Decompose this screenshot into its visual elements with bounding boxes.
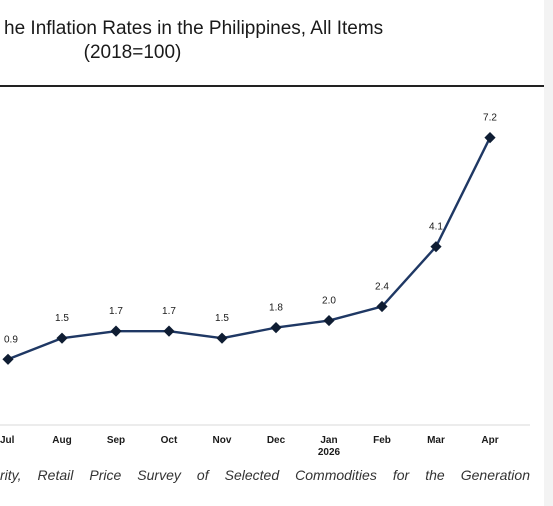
x-tick-label-5-line-0: Dec <box>267 435 286 446</box>
point-marker-7 <box>376 300 388 313</box>
tick-layer: Jul Aug Sep Oct Nov Dec Jan 2026 Feb Mar Apr <box>0 435 499 458</box>
data-label-3: 1.7 <box>162 306 176 317</box>
x-tick-label-8: Mar <box>427 435 445 446</box>
data-label-7: 2.4 <box>375 282 389 293</box>
data-label-2: 1.7 <box>109 306 123 317</box>
point-marker-5 <box>270 322 282 334</box>
point-marker-9 <box>484 131 496 144</box>
data-label-5: 1.8 <box>269 303 283 314</box>
x-tick-label-9: Apr <box>481 435 498 446</box>
point-marker-0 <box>2 353 14 365</box>
x-tick-label-4: Nov <box>213 435 232 446</box>
x-tick-label-2-line-0: Sep <box>107 435 125 446</box>
x-tick-label-9-line-0: Apr <box>481 435 498 446</box>
data-label-4: 1.5 <box>215 313 229 324</box>
chart-frame <box>0 85 553 506</box>
x-tick-label-0: Jul <box>0 435 15 446</box>
x-tick-label-1: Aug <box>52 435 71 446</box>
series-layer <box>2 131 496 365</box>
x-tick-label-1-line-0: Aug <box>52 435 71 446</box>
x-tick-label-0-line-0: Jul <box>0 435 15 446</box>
x-tick-label-3: Oct <box>161 435 178 446</box>
x-tick-label-6-line-0: Jan <box>320 435 337 446</box>
inflation-series-line <box>7 137 492 361</box>
x-tick-label-3-line-0: Oct <box>161 435 178 446</box>
chart-title-line-1: he Inflation Rates in the Philippines, A… <box>4 18 384 39</box>
point-marker-4 <box>216 332 228 344</box>
point-marker-8 <box>430 241 442 253</box>
point-marker-1 <box>56 332 68 344</box>
point-marker-3 <box>163 325 175 337</box>
x-tick-label-7: Feb <box>373 435 391 446</box>
x-tick-label-2: Sep <box>107 435 125 446</box>
chart-title-line-2: (2018=100) <box>83 42 182 63</box>
point-marker-2 <box>110 325 122 337</box>
data-label-6: 2.0 <box>322 296 336 307</box>
data-label-8: 4.1 <box>429 222 443 233</box>
point-marker-6 <box>323 314 335 327</box>
x-tick-label-8-line-0: Mar <box>427 435 445 446</box>
x-tick-label-6-line-1: 2026 <box>318 447 341 458</box>
x-tick-label-7-line-0: Feb <box>373 435 391 446</box>
right-edge <box>544 0 553 506</box>
source-note: rity, Retail Price Survey of Selected Co… <box>0 467 530 483</box>
x-tick-label-6: Jan 2026 <box>318 435 341 458</box>
data-label-9: 7.2 <box>483 113 497 124</box>
x-tick-label-4-line-0: Nov <box>213 435 232 446</box>
data-label-0: 0.9 <box>4 334 18 345</box>
data-label-1: 1.5 <box>55 313 69 324</box>
label-layer: 0.9 1.5 1.7 1.7 1.5 1.8 2.0 2.4 4.1 7.2 <box>4 113 497 346</box>
x-tick-label-5: Dec <box>267 435 286 446</box>
